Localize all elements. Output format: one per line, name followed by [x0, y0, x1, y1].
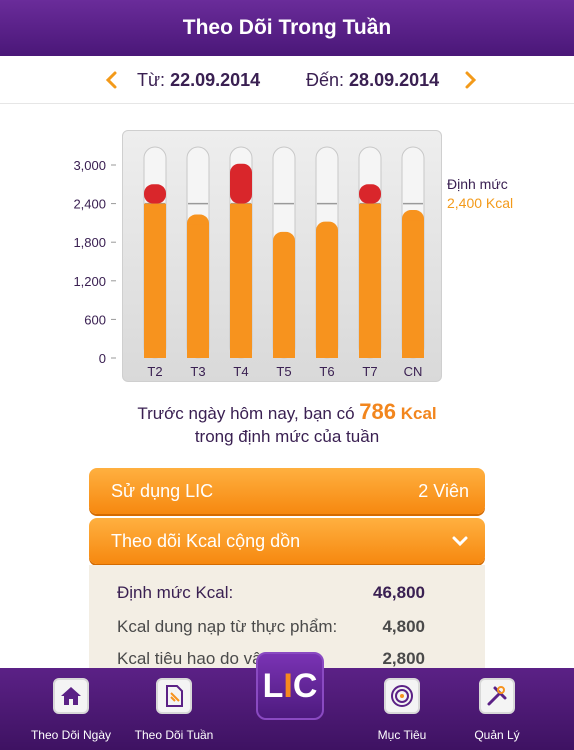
weekly-summary: Trước ngày hôm nay, bạn có 786 Kcal tron…: [0, 400, 574, 448]
tab-daily-label: Theo Dõi Ngày: [30, 728, 112, 742]
y-tick-label: 0: [99, 351, 106, 366]
bar-fill: [187, 224, 209, 358]
chevron-left-icon[interactable]: [102, 70, 122, 90]
x-tick-label: T4: [233, 364, 248, 379]
quota-legend: Định mức 2,400 Kcal: [447, 175, 513, 213]
detail-row: Kcal dung nạp từ thực phẩm: 4,800: [117, 617, 457, 637]
bar-over: [144, 184, 166, 204]
y-tick-label: 1,200: [73, 274, 106, 289]
chevron-down-icon[interactable]: [451, 532, 469, 550]
logo-letter-c: C: [292, 666, 318, 705]
detail-value: 46,800: [373, 583, 425, 602]
tab-manage-label: Quản Lý: [474, 728, 520, 742]
bar-fill: [316, 231, 338, 358]
x-tick-label: T2: [147, 364, 162, 379]
tools-icon: [479, 678, 515, 714]
summary-unit: Kcal: [400, 404, 437, 423]
home-icon: [53, 678, 89, 714]
quota-label: Định mức: [447, 176, 508, 192]
lic-usage-value: 2 Viên: [418, 480, 469, 501]
y-tick-label: 1,800: [73, 235, 106, 250]
logo-letter-i: I: [283, 666, 293, 705]
bar: [359, 203, 381, 358]
tab-daily[interactable]: Theo Dõi Ngày: [21, 678, 121, 742]
x-tick-label: T7: [362, 364, 377, 379]
x-tick-label: T6: [319, 364, 334, 379]
bar-fill: [273, 241, 295, 358]
bar-over: [359, 184, 381, 204]
tab-goals-label: Mục Tiêu: [377, 728, 427, 742]
date-from-label: Từ:: [137, 70, 166, 90]
quota-value: 2,400 Kcal: [447, 195, 514, 211]
date-from-value: 22.09.2014: [170, 70, 261, 90]
detail-label: Kcal dung nạp từ thực phẩm:: [117, 617, 338, 636]
summary-amount: 786: [359, 399, 396, 424]
bar-over: [230, 163, 252, 204]
detail-value: 2,800: [382, 649, 425, 668]
chevron-right-icon[interactable]: [460, 70, 480, 90]
date-range-bar: Từ: 22.09.2014 Đến: 28.09.2014: [0, 56, 574, 104]
y-tick-label: 600: [84, 312, 106, 327]
detail-label: Định mức Kcal:: [117, 583, 234, 602]
lic-usage-label: Sử dụng LIC: [111, 480, 214, 501]
page-title: Theo Dõi Trong Tuần: [182, 16, 392, 39]
accum-kcal-label: Theo dõi Kcal cộng dồn: [111, 530, 301, 551]
y-tick-label: 3,000: [73, 158, 106, 173]
tab-weekly[interactable]: Theo Dõi Tuần: [124, 678, 224, 742]
bar: [230, 203, 252, 358]
weekly-kcal-chart: 3,000 2,400 1,800 1,200 600 0 T2 T3 T4 T5 T6 T7 CN: [73, 146, 425, 379]
logo-letter-l: L: [262, 666, 284, 705]
y-tick-label: 2,400: [73, 197, 106, 212]
detail-row: Định mức Kcal: 46,800: [117, 583, 457, 603]
document-icon: [156, 678, 192, 714]
x-tick-label: CN: [404, 364, 423, 379]
date-to-value: 28.09.2014: [349, 70, 440, 90]
tab-manage[interactable]: Quản Lý: [447, 678, 547, 742]
header-bar: Theo Dõi Trong Tuần: [0, 0, 574, 56]
summary-line2: trong định mức của tuần: [194, 427, 380, 446]
tab-weekly-label: Theo Dõi Tuần: [134, 728, 214, 742]
date-to-label: Đến:: [306, 70, 345, 90]
detail-value: 4,800: [382, 617, 425, 636]
date-from: Từ: 22.09.2014: [137, 70, 260, 91]
summary-prefix: Trước ngày hôm nay, bạn có: [137, 404, 355, 423]
accum-kcal-toggle[interactable]: Theo dõi Kcal cộng dồn: [89, 518, 485, 564]
x-tick-label: T3: [190, 364, 205, 379]
tab-goals[interactable]: Mục Tiêu: [352, 678, 452, 742]
bar-fill: [402, 220, 424, 358]
bar: [144, 203, 166, 358]
x-tick-label: T5: [276, 364, 291, 379]
date-to: Đến: 28.09.2014: [306, 70, 439, 91]
target-icon: [384, 678, 420, 714]
lic-usage-bar[interactable]: Sử dụng LIC 2 Viên: [89, 468, 485, 514]
